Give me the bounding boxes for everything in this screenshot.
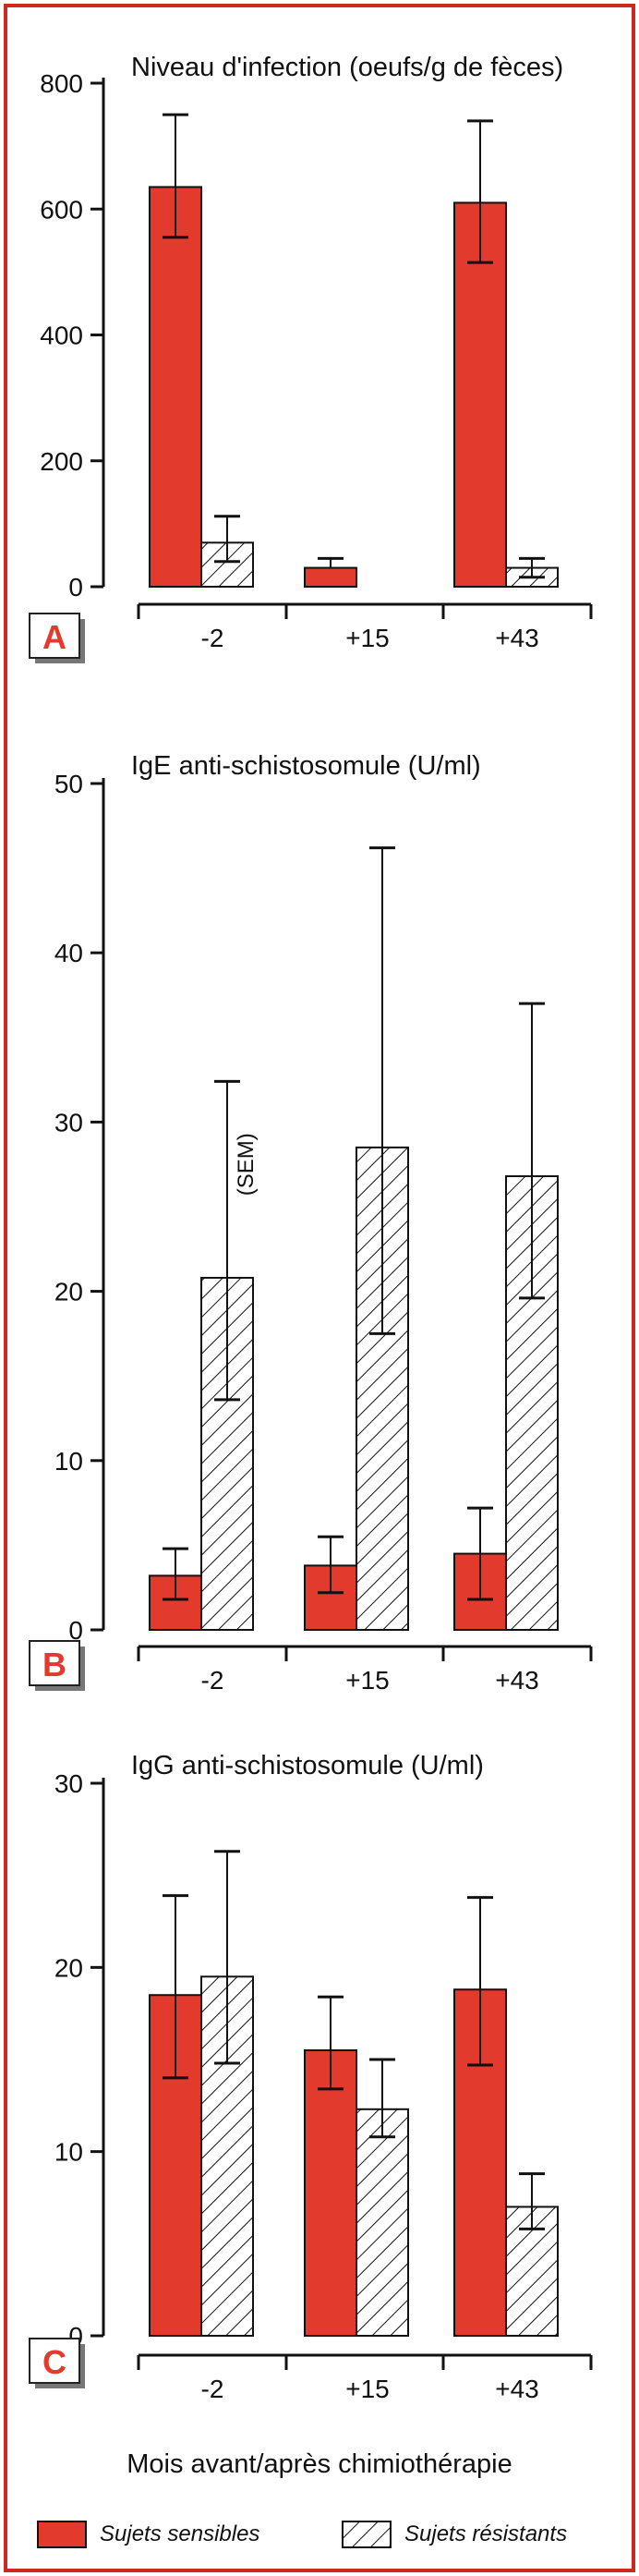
chart-panel-a: 0 200 400 600 800 Niveau d'infection (oeufs/g… xyxy=(29,53,593,663)
x-tick-label: +43 xyxy=(495,1666,539,1695)
panel-badge: A xyxy=(29,613,85,663)
x-tick-label: +15 xyxy=(345,624,390,652)
panel-badge-box xyxy=(29,613,80,659)
y-tick-label: 50 xyxy=(54,770,83,798)
chart-panel-b: 0 10 20 30 40 50 IgE anti-schistosomule (U/ml)… xyxy=(29,751,593,1695)
sem-annotation: (SEM) xyxy=(234,1133,259,1196)
y-tick-label: 10 xyxy=(54,1447,83,1476)
bar-resistant xyxy=(356,2108,409,2338)
y-tick-label: 20 xyxy=(54,1278,83,1306)
y-tick-label: 0 xyxy=(68,573,83,601)
y-tick-label: 30 xyxy=(54,1108,83,1136)
bar-sensitive xyxy=(304,2049,357,2338)
chart-title: Niveau d'infection (oeufs/g de fèces) xyxy=(131,53,563,82)
x-tick-label: +43 xyxy=(495,624,539,652)
legend-item-sensitive: Sujets sensibles xyxy=(37,2521,259,2548)
panel-badge-label: C xyxy=(42,2343,66,2381)
y-tick-label: 20 xyxy=(54,1953,83,1982)
x-tick-label: -2 xyxy=(201,624,224,652)
legend-label-resistant: Sujets résistants xyxy=(404,2521,568,2546)
y-tick-label: 200 xyxy=(40,447,83,476)
panel-badge-box xyxy=(29,1640,80,1686)
y-tick-label: 600 xyxy=(40,195,83,224)
bar-sensitive xyxy=(149,186,202,588)
chart-title: IgG anti-schistosomule (U/ml) xyxy=(131,1751,484,1780)
x-tick-label: -2 xyxy=(201,2375,224,2403)
chart-title: IgE anti-schistosomule (U/ml) xyxy=(131,751,481,781)
y-tick-label: 40 xyxy=(54,939,83,967)
panel-badge: B xyxy=(29,1640,85,1691)
legend-swatch-sensitive xyxy=(37,2521,87,2548)
x-tick-label: +15 xyxy=(345,1666,390,1695)
panel-badge: C xyxy=(29,2338,85,2388)
x-axis-label: Mois avant/après chimiothérapie xyxy=(127,2449,512,2479)
y-tick-label: 10 xyxy=(54,2138,83,2167)
panel-badge-label: A xyxy=(42,618,66,656)
panel-badge-label: B xyxy=(42,1646,66,1683)
y-tick-label: 800 xyxy=(40,69,83,98)
legend-swatch-resistant xyxy=(342,2521,392,2548)
outer-frame xyxy=(4,4,635,2572)
legend-label-sensitive: Sujets sensibles xyxy=(100,2521,260,2546)
y-tick-label: 400 xyxy=(40,322,83,350)
x-tick-label: -2 xyxy=(201,1666,224,1695)
bar-sensitive xyxy=(304,566,357,588)
legend: Sujets sensibles Sujets résistants xyxy=(28,2521,619,2558)
x-tick-label: +15 xyxy=(345,2375,390,2403)
legend-item-resistant: Sujets résistants xyxy=(342,2521,567,2548)
panel-badge-box xyxy=(29,2338,80,2384)
y-tick-label: 30 xyxy=(54,1769,83,1798)
y-tick-label: 0 xyxy=(68,1616,83,1645)
bar-sensitive xyxy=(453,201,507,588)
x-tick-label: +43 xyxy=(495,2375,539,2403)
